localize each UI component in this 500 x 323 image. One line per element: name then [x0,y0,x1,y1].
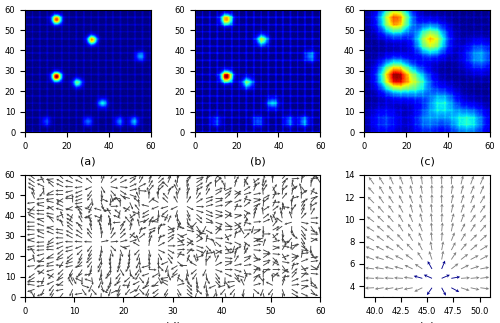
X-axis label: (e): (e) [420,321,435,323]
X-axis label: (a): (a) [80,156,96,166]
X-axis label: (d): (d) [164,321,180,323]
X-axis label: (b): (b) [250,156,266,166]
X-axis label: (c): (c) [420,156,434,166]
